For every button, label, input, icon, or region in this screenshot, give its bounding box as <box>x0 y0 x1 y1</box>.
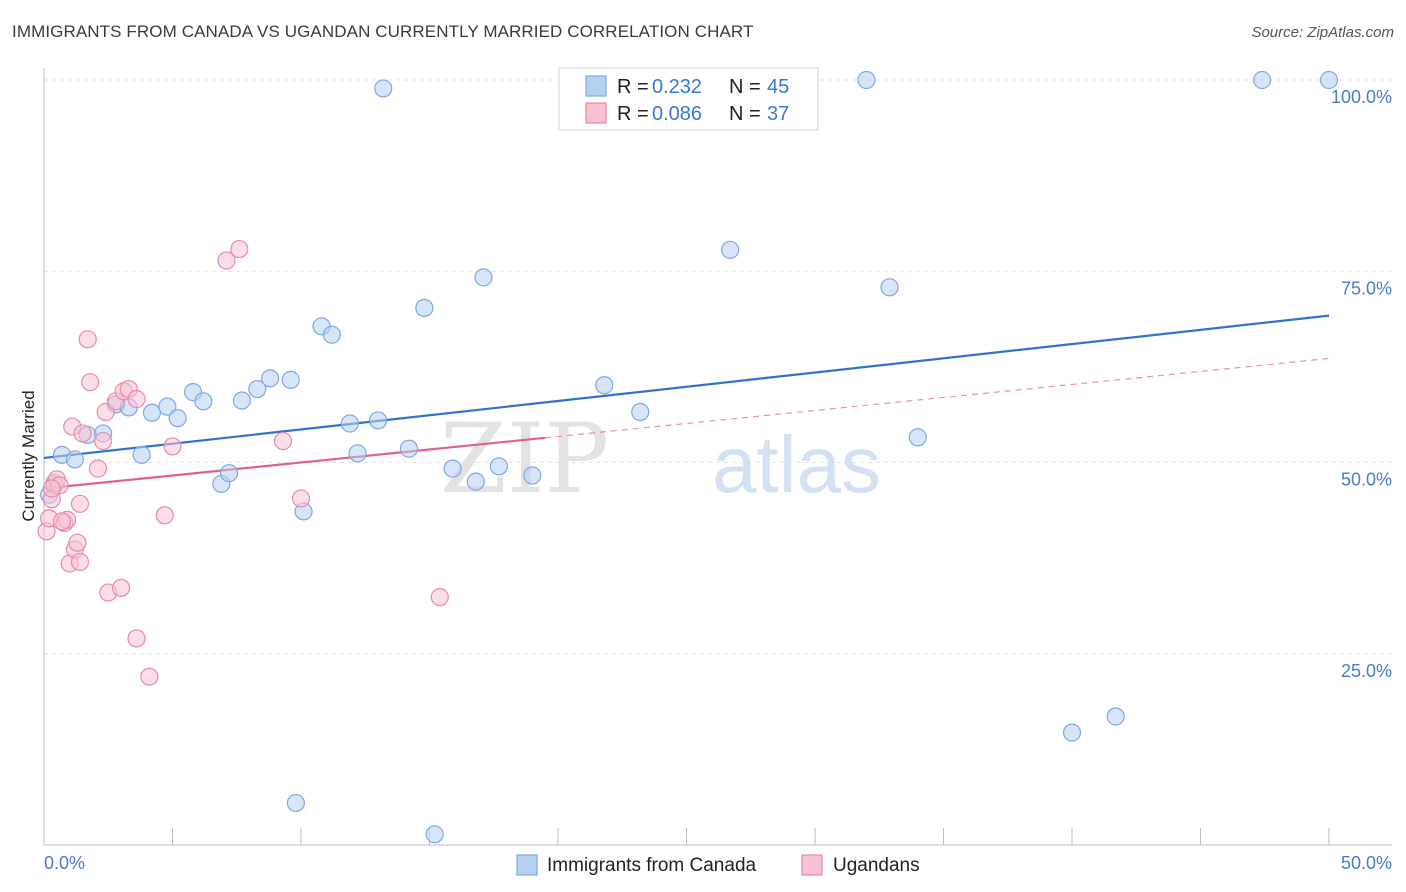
trend-lines <box>43 314 1330 490</box>
bottom-legend-swatch-pink <box>801 854 823 876</box>
legend-r-value-1: 0.232 <box>652 76 702 98</box>
bottom-legend-label-ugandans: Ugandans <box>833 855 920 876</box>
point-ugandans <box>68 533 87 552</box>
point-ugandans <box>42 479 61 498</box>
point-canada <box>194 392 213 411</box>
point-ugandans <box>230 239 249 259</box>
y-axis-title: Currently Married <box>19 390 38 521</box>
point-ugandans <box>430 588 449 607</box>
point-canada <box>65 450 84 469</box>
legend-swatch-blue <box>585 75 607 97</box>
point-canada <box>1319 70 1339 90</box>
point-canada <box>374 79 393 98</box>
bottom-legend-label-canada: Immigrants from Canada <box>547 855 757 876</box>
point-ugandans <box>88 459 108 478</box>
y-tick-label: 100.0% <box>1331 87 1392 107</box>
y-tick-label: 75.0% <box>1341 278 1392 298</box>
point-canada <box>721 240 740 259</box>
legend-n-value-2: 37 <box>767 103 789 125</box>
watermark-zip: ZIP <box>440 403 609 515</box>
trend-line-ugandans-extension <box>545 357 1330 439</box>
legend-swatch-pink <box>585 102 607 124</box>
point-canada <box>443 459 462 478</box>
point-canada <box>399 439 419 458</box>
point-canada <box>880 278 899 297</box>
series-legend: Immigrants from Canada Ugandans <box>516 854 920 876</box>
x-tick-label-max: 50.0% <box>1341 853 1392 873</box>
point-ugandans <box>127 389 146 409</box>
legend-n-label-2: N = <box>729 103 761 125</box>
point-canada <box>168 409 187 428</box>
point-ugandans <box>78 330 97 349</box>
point-canada <box>340 414 359 433</box>
point-canada <box>286 793 305 813</box>
point-ugandans <box>217 251 236 270</box>
point-canada <box>322 325 341 344</box>
point-canada <box>248 379 267 399</box>
data-points <box>37 70 1339 844</box>
point-canada <box>232 391 251 410</box>
trend-line-canada <box>43 314 1330 460</box>
point-canada <box>369 411 388 430</box>
source-credit: Source: ZipAtlas.com <box>1251 24 1394 41</box>
x-tick-label-min: 0.0% <box>44 853 85 873</box>
y-tick-labels: 25.0% 50.0% 75.0% 100.0% <box>1331 87 1392 681</box>
point-canada <box>857 70 876 90</box>
point-ugandans <box>111 578 131 598</box>
point-canada <box>142 403 162 422</box>
point-canada <box>474 268 493 287</box>
point-ugandans <box>81 373 100 392</box>
y-tick-label: 25.0% <box>1341 661 1392 681</box>
point-ugandans <box>273 431 293 451</box>
x-axis-ticks <box>172 828 1330 845</box>
point-ugandans <box>163 437 182 456</box>
point-canada <box>595 376 614 395</box>
point-ugandans <box>94 431 113 451</box>
point-canada <box>1106 707 1125 726</box>
point-ugandans <box>291 489 311 508</box>
point-canada <box>348 444 367 463</box>
point-canada <box>281 370 300 389</box>
point-canada <box>631 402 650 422</box>
axes <box>43 68 1392 846</box>
point-canada <box>425 825 444 844</box>
point-canada <box>219 464 239 483</box>
trend-line-ugandans <box>43 436 546 490</box>
point-ugandans <box>127 629 146 648</box>
grid-lines <box>44 79 1392 655</box>
legend-r-label-1: R = <box>617 76 649 98</box>
stats-legend: R = 0.232 N = 45 R = 0.086 N = 37 <box>558 67 819 131</box>
point-ugandans <box>140 667 159 686</box>
point-canada <box>466 472 485 491</box>
point-ugandans <box>73 424 92 443</box>
point-ugandans <box>52 512 72 531</box>
point-canada <box>158 397 177 416</box>
point-canada <box>1253 70 1272 90</box>
legend-r-value-2: 0.086 <box>652 103 702 125</box>
y-tick-label: 50.0% <box>1341 470 1392 490</box>
point-canada <box>489 457 508 476</box>
point-ugandans <box>70 494 90 513</box>
legend-r-label-2: R = <box>617 103 649 125</box>
legend-n-label-1: N = <box>729 76 761 98</box>
watermark-atlas: atlas <box>712 420 881 509</box>
point-canada <box>1062 723 1082 742</box>
bottom-legend-swatch-blue <box>516 854 538 876</box>
point-canada <box>908 428 927 447</box>
chart-title: IMMIGRANTS FROM CANADA VS UGANDAN CURREN… <box>12 22 754 41</box>
point-canada <box>415 298 434 318</box>
point-canada <box>132 445 151 464</box>
point-canada <box>523 466 542 485</box>
point-ugandans <box>155 506 174 525</box>
point-ugandans <box>70 552 90 572</box>
legend-n-value-1: 45 <box>767 76 789 98</box>
point-canada <box>261 369 280 388</box>
